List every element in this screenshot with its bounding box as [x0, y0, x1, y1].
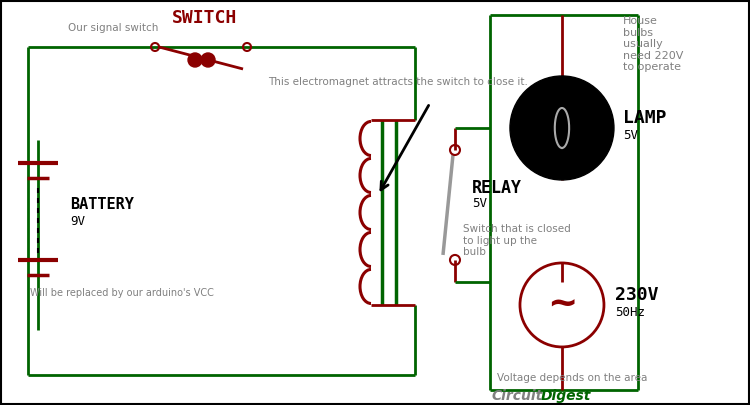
Text: House
bulbs
usually
need 220V
to operate: House bulbs usually need 220V to operate [623, 16, 683, 72]
Text: LAMP: LAMP [623, 109, 667, 127]
Text: 5V: 5V [472, 198, 487, 211]
Text: Switch that is closed
to light up the
bulb: Switch that is closed to light up the bu… [463, 224, 571, 257]
Text: RELAY: RELAY [472, 179, 522, 197]
Text: SWITCH: SWITCH [172, 9, 237, 27]
Text: Circuit: Circuit [492, 389, 543, 403]
Circle shape [188, 53, 202, 67]
Text: Will be replaced by our arduino's VCC: Will be replaced by our arduino's VCC [30, 288, 214, 298]
Text: This electromagnet attracts the switch to close it.: This electromagnet attracts the switch t… [268, 77, 528, 87]
Circle shape [201, 53, 215, 67]
Text: BATTERY: BATTERY [70, 198, 134, 213]
Text: 9V: 9V [70, 215, 85, 228]
Text: ~: ~ [547, 288, 578, 322]
Text: 5V: 5V [623, 130, 638, 143]
Text: Our signal switch: Our signal switch [68, 23, 158, 33]
Text: Digest: Digest [541, 389, 591, 403]
Circle shape [510, 76, 614, 180]
Text: 50Hz: 50Hz [615, 307, 645, 320]
Text: 230V: 230V [615, 286, 658, 304]
Text: Voltage depends on the area: Voltage depends on the area [497, 373, 647, 383]
